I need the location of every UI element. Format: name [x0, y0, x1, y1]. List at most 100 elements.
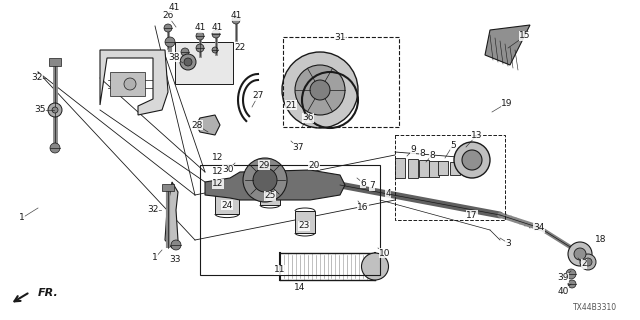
Circle shape — [50, 143, 60, 153]
Text: 37: 37 — [292, 143, 304, 153]
Bar — [215, 186, 239, 214]
Circle shape — [574, 248, 586, 260]
Circle shape — [584, 258, 592, 266]
Circle shape — [212, 47, 218, 53]
Circle shape — [181, 48, 189, 56]
Text: 8: 8 — [419, 148, 425, 157]
Polygon shape — [165, 182, 178, 248]
Text: FR.: FR. — [38, 288, 59, 298]
Text: 13: 13 — [471, 131, 483, 140]
Bar — [438, 161, 448, 175]
Circle shape — [164, 24, 172, 32]
Polygon shape — [100, 50, 168, 115]
Circle shape — [568, 242, 592, 266]
Circle shape — [212, 30, 220, 38]
Text: 18: 18 — [595, 236, 607, 244]
Text: 35: 35 — [35, 106, 45, 115]
Circle shape — [362, 253, 388, 280]
Text: 28: 28 — [191, 121, 203, 130]
Text: 4: 4 — [385, 188, 391, 197]
Text: 12: 12 — [212, 154, 224, 163]
Circle shape — [462, 150, 482, 170]
Text: 1: 1 — [152, 253, 158, 262]
Circle shape — [124, 78, 136, 90]
Text: 36: 36 — [302, 114, 314, 123]
Text: 38: 38 — [168, 52, 180, 61]
Bar — [110, 72, 145, 96]
Text: 11: 11 — [275, 266, 285, 275]
Text: 41: 41 — [230, 12, 242, 20]
Text: 32: 32 — [147, 205, 159, 214]
Text: 10: 10 — [380, 249, 391, 258]
Text: 41: 41 — [168, 4, 180, 12]
Text: 22: 22 — [234, 43, 246, 52]
Polygon shape — [196, 115, 220, 135]
Text: 40: 40 — [557, 286, 569, 295]
Text: 8: 8 — [429, 150, 435, 159]
Text: 15: 15 — [519, 31, 531, 41]
Bar — [175, 42, 233, 84]
Text: 25: 25 — [264, 191, 276, 201]
Bar — [395, 135, 505, 220]
Circle shape — [568, 280, 576, 288]
Bar — [260, 181, 280, 205]
Text: TX44B3310: TX44B3310 — [573, 303, 617, 312]
Text: 19: 19 — [501, 99, 513, 108]
Circle shape — [196, 32, 204, 40]
Circle shape — [232, 16, 240, 24]
Circle shape — [310, 80, 330, 100]
Circle shape — [295, 65, 345, 115]
Text: 3: 3 — [505, 238, 511, 247]
Text: 7: 7 — [369, 181, 375, 190]
Circle shape — [566, 269, 576, 279]
Text: 24: 24 — [221, 201, 232, 210]
Text: 2: 2 — [581, 260, 587, 268]
Text: 34: 34 — [533, 223, 545, 233]
Text: 5: 5 — [450, 140, 456, 149]
Bar — [429, 161, 439, 177]
Circle shape — [253, 168, 277, 192]
Polygon shape — [485, 25, 530, 65]
Circle shape — [454, 142, 490, 178]
Text: 14: 14 — [294, 283, 306, 292]
Circle shape — [243, 158, 287, 202]
Bar — [200, 165, 380, 275]
Text: 41: 41 — [211, 23, 223, 33]
Text: 31: 31 — [334, 34, 346, 43]
Text: 17: 17 — [467, 211, 477, 220]
Text: 6: 6 — [360, 179, 366, 188]
Circle shape — [282, 52, 358, 128]
Circle shape — [580, 254, 596, 270]
Text: 39: 39 — [557, 274, 569, 283]
Text: 26: 26 — [163, 12, 173, 20]
Text: 29: 29 — [259, 161, 269, 170]
Bar — [419, 160, 429, 177]
Text: 23: 23 — [298, 221, 310, 230]
Circle shape — [52, 107, 58, 113]
Text: 21: 21 — [285, 100, 297, 109]
Circle shape — [48, 103, 62, 117]
Polygon shape — [205, 170, 345, 200]
Circle shape — [171, 240, 181, 250]
Bar — [463, 163, 473, 174]
Text: 32: 32 — [31, 74, 43, 83]
Bar — [283, 37, 399, 127]
Text: 33: 33 — [169, 255, 180, 265]
Text: 12: 12 — [212, 180, 224, 188]
Text: 41: 41 — [195, 23, 205, 33]
Bar — [162, 184, 174, 191]
Text: 27: 27 — [252, 92, 264, 100]
Bar — [395, 158, 405, 178]
Circle shape — [180, 54, 196, 70]
Circle shape — [184, 58, 192, 66]
Text: 9: 9 — [410, 146, 416, 155]
Text: 30: 30 — [222, 165, 234, 174]
Text: 12: 12 — [212, 166, 224, 175]
Bar — [450, 162, 460, 174]
Circle shape — [165, 37, 175, 47]
Text: 16: 16 — [357, 204, 369, 212]
Bar — [408, 159, 418, 178]
Circle shape — [196, 44, 204, 52]
Text: 20: 20 — [308, 161, 320, 170]
Text: 1: 1 — [19, 213, 25, 222]
